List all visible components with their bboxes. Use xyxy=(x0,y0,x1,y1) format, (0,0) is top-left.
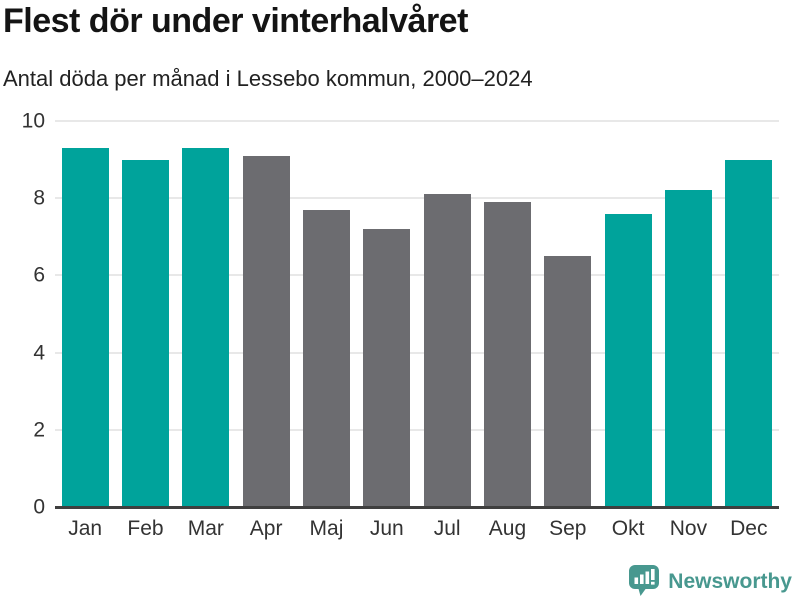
x-tick-label-dec: Dec xyxy=(730,517,768,540)
gridline-6 xyxy=(55,274,779,277)
bar-band-sep xyxy=(538,121,598,507)
x-tick-label-nov: Nov xyxy=(669,517,708,540)
bar-okt xyxy=(604,213,652,507)
newsworthy-wordmark: Newsworthy xyxy=(668,569,792,593)
bar-jan xyxy=(61,148,109,507)
bar-maj xyxy=(302,209,350,507)
gridline-8 xyxy=(55,197,779,200)
bar-band-okt xyxy=(598,121,658,507)
x-tick-label-mar: Mar xyxy=(187,517,224,540)
newsworthy-bubble-chart-icon xyxy=(627,565,661,597)
bar-band-jul xyxy=(417,121,477,507)
gridline-10 xyxy=(55,120,779,122)
chart-title: Flest dör under vinterhalvåret xyxy=(3,2,468,40)
newsworthy-logo: Newsworthy xyxy=(627,565,792,597)
bar-band-apr xyxy=(236,121,296,507)
bar-band-jun xyxy=(357,121,417,507)
y-axis: 0 2 4 6 8 10 xyxy=(0,111,45,518)
plot-area xyxy=(55,120,779,509)
gridline-4 xyxy=(55,351,779,354)
y-tick-label-8: 8 xyxy=(33,186,45,210)
x-axis: Jan Feb Mar Apr Maj Jun Jul Aug Sep Okt Nov Dec xyxy=(55,515,779,542)
bar-nov xyxy=(664,190,712,507)
bar-jul xyxy=(423,194,471,507)
bar-band-mar xyxy=(176,121,236,507)
y-tick-label-10: 10 xyxy=(21,109,45,133)
y-tick-label-2: 2 xyxy=(33,418,45,442)
x-tick-label-okt: Okt xyxy=(611,517,645,540)
bar-dec xyxy=(725,159,773,507)
x-tick-label-aug: Aug xyxy=(488,517,527,540)
x-tick-label-jul: Jul xyxy=(433,517,461,540)
gridline-2 xyxy=(55,428,779,431)
x-tick-label-maj: Maj xyxy=(309,517,344,540)
y-tick-label-4: 4 xyxy=(33,341,45,365)
x-tick-label-apr: Apr xyxy=(249,517,283,540)
x-axis-line xyxy=(55,506,779,509)
bar-band-dec xyxy=(719,121,779,507)
bar-mar xyxy=(182,148,230,507)
bar-aug xyxy=(483,202,531,507)
x-tick-label-feb: Feb xyxy=(127,517,164,540)
bar-band-jan xyxy=(55,121,115,507)
x-tick-label-jan: Jan xyxy=(68,517,103,540)
bar-band-feb xyxy=(115,121,175,507)
bar-feb xyxy=(121,159,170,507)
bar-sep xyxy=(544,256,592,507)
x-tick-label-sep: Sep xyxy=(549,517,587,540)
bar-band-nov xyxy=(658,121,718,507)
y-tick-label-0: 0 xyxy=(33,495,45,519)
x-tick-label-jun: Jun xyxy=(369,517,404,540)
bar-apr xyxy=(242,155,290,507)
bar-band-aug xyxy=(477,121,537,507)
bar-band-maj xyxy=(296,121,356,507)
chart-subtitle: Antal döda per månad i Lessebo kommun, 2… xyxy=(3,66,533,91)
bar-jun xyxy=(363,229,411,507)
y-tick-label-6: 6 xyxy=(33,263,45,287)
bar-series xyxy=(55,121,779,507)
